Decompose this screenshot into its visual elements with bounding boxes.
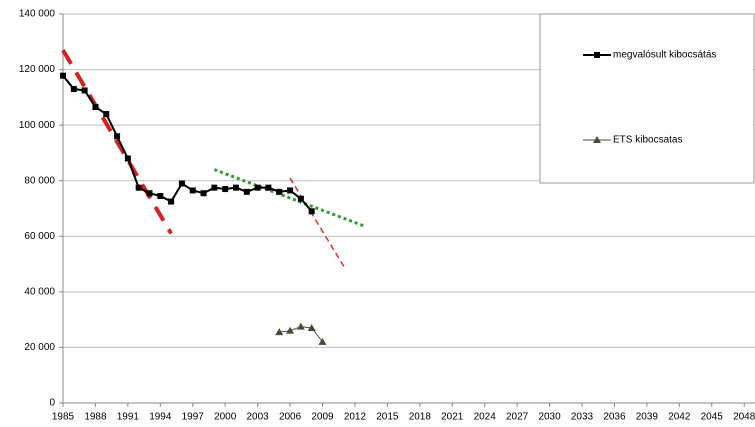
data-point [178,180,185,187]
data-point [275,328,284,336]
x-tick-label: 2006 [279,412,302,423]
data-point [70,86,77,93]
data-point [308,208,315,215]
data-point [296,322,305,330]
y-tick-label: 100 000 [19,120,56,131]
x-tick-label: 1994 [149,412,172,423]
trend-line [61,49,173,235]
legend-label: ETS kibocsatas [613,135,682,146]
data-point [286,326,295,334]
data-point [276,188,283,195]
y-tick-label: 20 000 [24,342,55,353]
x-tick-label: 2030 [538,412,561,423]
x-tick-label: 2045 [701,412,724,423]
data-point [287,187,294,194]
x-tick-label: 2018 [409,412,432,423]
legend-box [539,13,755,184]
y-tick-label: 60 000 [24,231,55,242]
x-tick-label: 2036 [603,412,626,423]
x-tick-label: 2042 [668,412,691,423]
data-point [124,155,131,162]
data-point [243,188,250,195]
data-point [92,104,99,111]
data-point [189,187,196,194]
x-tick-label: 1991 [117,412,140,423]
data-point [157,192,164,199]
data-point [103,111,110,118]
data-point [146,190,153,197]
data-point [222,186,229,193]
data-point [168,198,175,205]
x-tick-label: 2039 [636,412,659,423]
legend-marker [594,52,600,58]
data-point [307,323,316,331]
legend-label: megvalósult kibocsátás [613,50,716,61]
data-point [318,337,327,345]
x-tick-label: 2003 [247,412,270,423]
data-point [60,72,66,79]
x-tick-label: 2048 [733,412,755,423]
x-tick-label: 1997 [182,412,205,423]
data-point [114,133,121,140]
y-tick-label: 40 000 [24,286,55,297]
x-tick-label: 1985 [52,412,75,423]
y-tick-label: 140 000 [19,9,56,20]
x-tick-label: 2033 [571,412,594,423]
legend-marker [593,136,601,143]
data-point [265,184,272,191]
x-tick-label: 2024 [474,412,497,423]
series-line [62,75,313,212]
data-point [81,87,88,94]
data-point [233,184,239,191]
x-tick-label: 2012 [344,412,367,423]
x-tick-label: 2027 [506,412,529,423]
trend-line [213,168,367,228]
y-tick-label: 0 [49,398,55,409]
data-point [211,184,218,191]
x-tick-label: 2000 [214,412,237,423]
x-tick-label: 2015 [376,412,399,423]
data-point [297,195,304,202]
data-point [254,184,261,191]
x-tick-label: 1988 [84,412,107,423]
x-tick-label: 2009 [311,412,334,423]
trend-line [289,177,345,268]
x-tick-label: 2021 [441,412,464,423]
y-tick-label: 80 000 [24,175,55,186]
data-point [135,184,142,191]
y-tick-label: 120 000 [19,64,56,75]
data-point [200,190,207,197]
